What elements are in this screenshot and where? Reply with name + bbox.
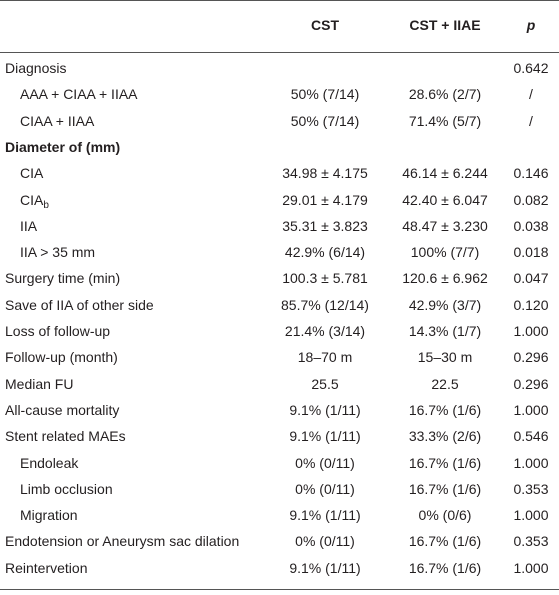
cst-iiae-cell: 120.6 ± 6.962 — [402, 270, 488, 287]
cst-iiae-cell: 100% (7/7) — [410, 244, 480, 261]
cst-iiae-cell: 48.47 ± 3.230 — [402, 217, 488, 234]
p-value-cell: / — [529, 112, 533, 129]
p-value-cell: 0.047 — [513, 270, 549, 287]
cst-iiae-cell: 42.40 ± 6.047 — [402, 191, 488, 208]
cst-iiae-cell: 15–30 m — [417, 349, 473, 366]
cst-iiae-cell: 16.7% (1/6) — [408, 559, 482, 576]
p-value-cell: 0.642 — [513, 60, 549, 76]
cst-iiae-cell: 16.7% (1/6) — [408, 454, 482, 471]
row-label: CIAA + IIAA — [20, 112, 95, 129]
p-value-cell: / — [529, 86, 533, 103]
cst-iiae-cell: 71.4% (5/7) — [408, 112, 482, 129]
cst-iiae-cell: 14.3% (1/7) — [408, 323, 482, 339]
label-subscript: b — [43, 199, 49, 211]
p-value-cell: 1.000 — [513, 401, 549, 418]
cst-cell: 18–70 m — [297, 349, 353, 366]
header-cell: CST — [311, 17, 339, 33]
p-value-cell: 0.018 — [513, 244, 549, 261]
row-label: Limb occlusion — [20, 480, 113, 497]
p-value-cell: 1.000 — [513, 559, 549, 576]
cst-cell: 35.31 ± 3.823 — [282, 217, 368, 234]
p-value-cell: 0.146 — [513, 165, 549, 182]
cst-cell: 34.98 ± 4.175 — [282, 165, 368, 182]
p-value-cell: 0.038 — [513, 217, 549, 234]
p-value-cell: 0.353 — [513, 533, 549, 550]
p-value-cell: 1.000 — [513, 323, 549, 339]
p-value-cell: 0.296 — [513, 375, 549, 392]
cst-cell: 9.1% (1/11) — [289, 507, 361, 524]
p-value-cell: 1.000 — [513, 454, 549, 471]
bottom-rule — [0, 589, 559, 590]
header-cell: p — [526, 17, 536, 33]
cst-cell: 0% (0/11) — [295, 533, 355, 550]
top-rule — [0, 0, 559, 1]
cst-cell: 100.3 ± 5.781 — [282, 270, 368, 287]
cst-iiae-cell: 16.7% (1/6) — [408, 533, 482, 550]
row-label: All-cause mortality — [5, 401, 120, 418]
p-value-cell: 0.082 — [513, 191, 549, 208]
cst-iiae-cell: 0% (0/6) — [418, 507, 472, 524]
row-label: Endotension or Aneurysm sac dilation — [5, 533, 240, 550]
cst-cell: 50% (7/14) — [290, 112, 360, 129]
cst-cell: 0% (0/11) — [295, 454, 355, 471]
cst-cell: 9.1% (1/11) — [289, 428, 361, 445]
row-label: CIAb — [20, 191, 49, 211]
cst-cell: 29.01 ± 4.179 — [282, 191, 368, 208]
p-value-cell: 1.000 — [513, 507, 549, 524]
row-label: Save of IIA of other side — [5, 296, 154, 313]
cst-cell: 21.4% (3/14) — [284, 323, 366, 339]
row-label: IIA — [20, 217, 38, 234]
header-rule — [0, 52, 559, 53]
cst-cell: 85.7% (12/14) — [281, 296, 369, 313]
row-label: Stent related MAEs — [5, 428, 126, 445]
p-value-cell: 0.353 — [513, 480, 549, 497]
row-label: CIA — [20, 165, 44, 182]
cst-iiae-cell: 16.7% (1/6) — [408, 401, 482, 418]
cst-iiae-cell: 33.3% (2/6) — [408, 428, 482, 445]
cst-cell: 25.5 — [311, 375, 339, 392]
row-label: Surgery time (min) — [5, 270, 121, 287]
row-label: Diagnosis — [5, 60, 67, 76]
cst-cell: 9.1% (1/11) — [289, 401, 361, 418]
row-label: Reintervetion — [5, 559, 88, 576]
p-value-cell: 0.546 — [513, 428, 549, 445]
cst-iiae-cell: 22.5 — [431, 375, 459, 392]
row-label: Diameter of (mm) — [5, 138, 121, 155]
cst-cell: 50% (7/14) — [290, 86, 360, 103]
cst-iiae-cell: 16.7% (1/6) — [408, 480, 482, 497]
row-label: AAA + CIAA + IIAA — [20, 86, 138, 103]
cst-cell: 0% (0/11) — [295, 480, 355, 497]
cst-iiae-cell: 42.9% (3/7) — [408, 296, 482, 313]
row-label: Median FU — [5, 375, 74, 392]
cst-cell: 42.9% (6/14) — [284, 244, 366, 261]
header-cell: CST + IIAE — [409, 17, 481, 33]
p-value-cell: 0.296 — [513, 349, 549, 366]
row-label: Migration — [20, 507, 78, 524]
row-label: IIA > 35 mm — [20, 244, 96, 261]
row-label: Follow-up (month) — [5, 349, 118, 366]
row-label: Endoleak — [20, 454, 79, 471]
row-label: Loss of follow-up — [5, 323, 111, 339]
cst-cell: 9.1% (1/11) — [289, 559, 361, 576]
cst-iiae-cell: 46.14 ± 6.244 — [402, 165, 488, 182]
cst-iiae-cell: 28.6% (2/7) — [408, 86, 482, 103]
p-value-cell: 0.120 — [513, 296, 549, 313]
